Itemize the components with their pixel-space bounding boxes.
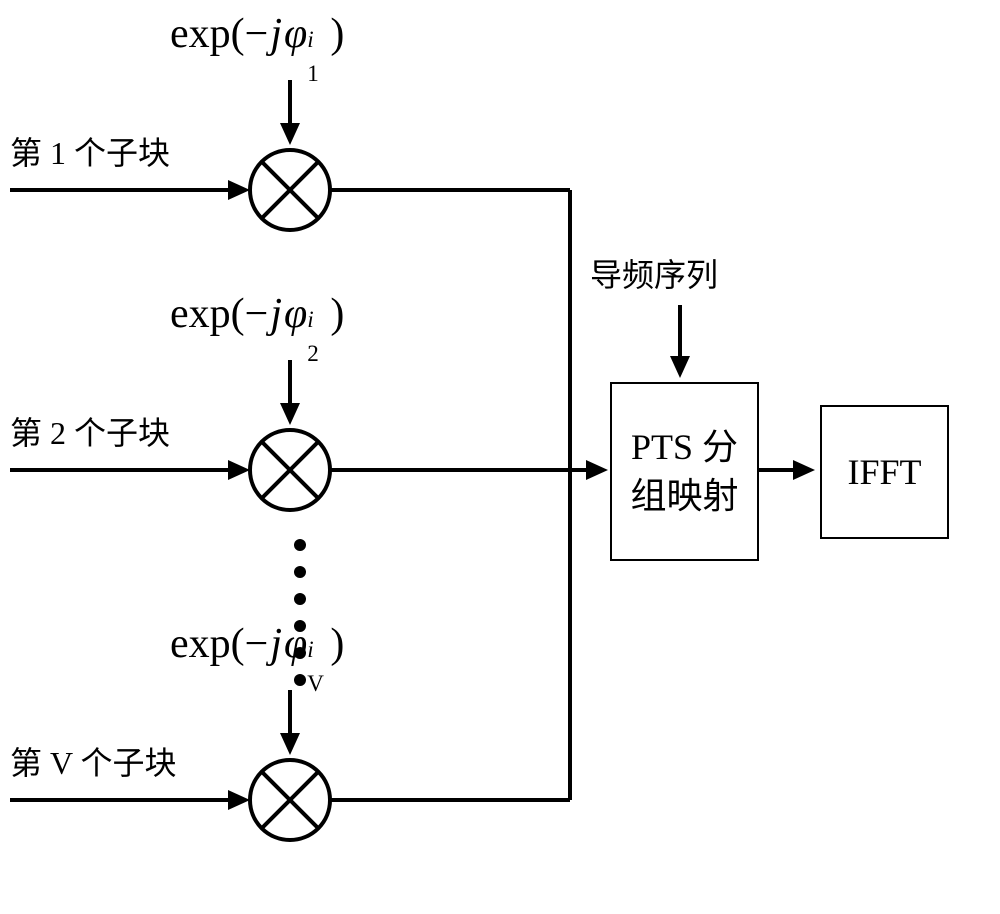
subblock-v-label: 第 V 个子块 [10, 738, 177, 784]
ifft-box: IFFT [820, 405, 949, 539]
pts-mapping-box: PTS 分 组映射 [610, 382, 759, 561]
pts-box-line2: 组映射 [630, 472, 738, 521]
subblock-2-label: 第 2 个子块 [10, 408, 170, 454]
formula-2: exp(−jφi2) [170, 290, 344, 338]
formula-1: exp(−jφi1) [170, 10, 344, 58]
pts-box-line1: PTS 分 [630, 423, 738, 472]
ifft-box-text: IFFT [847, 451, 921, 493]
subblock-1-label: 第 1 个子块 [10, 128, 170, 174]
formula-v: exp(−jφiV) [170, 620, 344, 668]
pilot-sequence-label: 导频序列 [590, 250, 718, 296]
